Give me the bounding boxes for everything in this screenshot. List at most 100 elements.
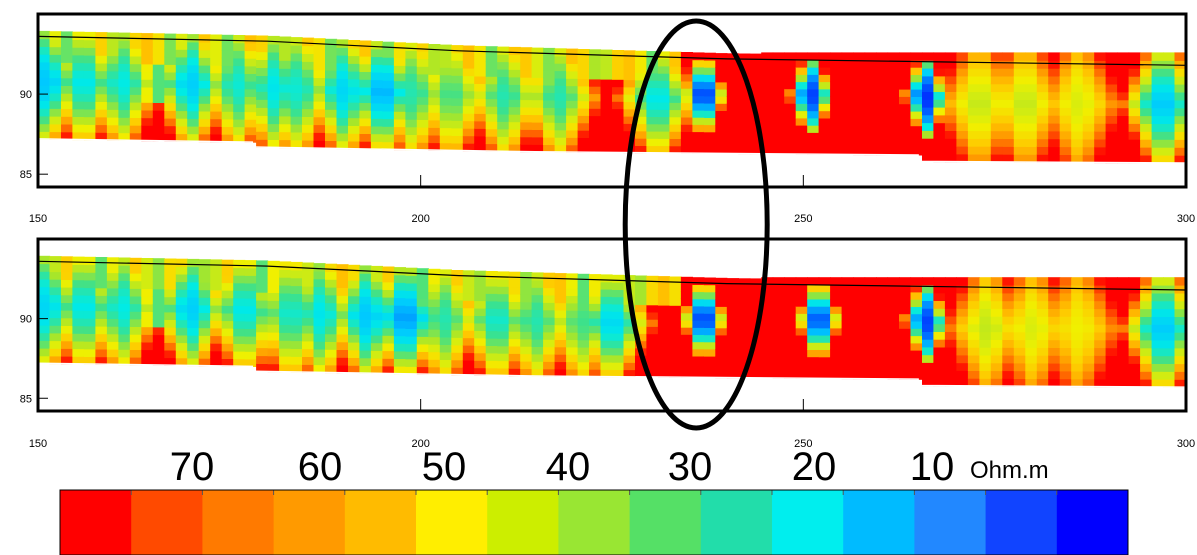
resistivity-cell bbox=[876, 88, 889, 97]
resistivity-cell bbox=[726, 285, 739, 293]
resistivity-cell bbox=[795, 298, 808, 307]
resistivity-cell bbox=[221, 95, 234, 105]
resistivity-cell bbox=[164, 48, 177, 58]
resistivity-cell bbox=[439, 44, 452, 53]
resistivity-cell bbox=[336, 357, 349, 366]
resistivity-cell bbox=[922, 122, 935, 131]
resistivity-cell bbox=[657, 312, 670, 320]
resistivity-cell bbox=[141, 288, 154, 297]
resistivity-cell bbox=[589, 296, 602, 304]
resistivity-cell bbox=[83, 341, 96, 350]
resistivity-cell bbox=[1002, 68, 1015, 77]
resistivity-cell bbox=[72, 310, 85, 319]
resistivity-cell bbox=[244, 282, 257, 292]
resistivity-cell bbox=[1071, 138, 1084, 148]
resistivity-cell bbox=[256, 51, 269, 60]
resistivity-cell bbox=[508, 76, 521, 85]
resistivity-cell bbox=[198, 266, 211, 275]
resistivity-cell bbox=[577, 56, 590, 65]
resistivity-cell bbox=[336, 140, 349, 150]
resistivity-cell bbox=[1025, 138, 1038, 147]
resistivity-cell bbox=[325, 271, 338, 280]
resistivity-cell bbox=[944, 153, 957, 163]
resistivity-cell bbox=[118, 318, 131, 327]
resistivity-cell bbox=[359, 273, 372, 282]
resistivity-cell bbox=[1025, 285, 1038, 294]
resistivity-cell bbox=[657, 369, 670, 378]
resistivity-cell bbox=[129, 79, 142, 88]
resistivity-cell bbox=[106, 40, 119, 49]
resistivity-cell bbox=[990, 68, 1003, 77]
resistivity-cell bbox=[370, 288, 383, 298]
resistivity-cell bbox=[646, 333, 659, 342]
resistivity-cell bbox=[623, 123, 636, 132]
resistivity-cell bbox=[359, 357, 372, 366]
resistivity-cell bbox=[772, 327, 785, 336]
resistivity-cell bbox=[267, 332, 280, 341]
resistivity-cell bbox=[876, 328, 889, 336]
resistivity-cell bbox=[439, 306, 452, 315]
resistivity-cell bbox=[95, 124, 108, 133]
resistivity-cell bbox=[256, 123, 269, 132]
resistivity-cell bbox=[566, 361, 579, 370]
resistivity-cell bbox=[612, 362, 625, 370]
resistivity-cell bbox=[531, 129, 544, 138]
resistivity-cell bbox=[738, 278, 751, 286]
resistivity-cell bbox=[1094, 378, 1107, 388]
resistivity-cell bbox=[244, 267, 257, 276]
resistivity-cell bbox=[531, 84, 544, 93]
resistivity-cell bbox=[428, 104, 441, 113]
resistivity-cell bbox=[1036, 115, 1049, 124]
resistivity-cell bbox=[830, 59, 843, 68]
resistivity-cell bbox=[738, 96, 751, 105]
resistivity-cell bbox=[612, 303, 625, 312]
resistivity-cell bbox=[129, 295, 142, 305]
resistivity-cell bbox=[1105, 363, 1118, 372]
resistivity-cell bbox=[290, 324, 303, 334]
resistivity-cell bbox=[1094, 68, 1107, 77]
resistivity-cell bbox=[1128, 332, 1141, 341]
resistivity-cell bbox=[807, 342, 820, 350]
resistivity-cell bbox=[1117, 154, 1130, 164]
resistivity-cell bbox=[118, 333, 131, 343]
resistivity-cell bbox=[899, 147, 912, 156]
resistivity-cell bbox=[887, 277, 900, 286]
resistivity-cell bbox=[1048, 154, 1061, 163]
resistivity-cell bbox=[508, 323, 521, 332]
resistivity-cell bbox=[807, 298, 820, 307]
resistivity-cell bbox=[1094, 138, 1107, 148]
resistivity-cell bbox=[944, 122, 957, 131]
resistivity-cell bbox=[370, 357, 383, 367]
resistivity-cell bbox=[520, 54, 533, 63]
resistivity-cell bbox=[589, 122, 602, 131]
resistivity-cell bbox=[210, 282, 223, 291]
resistivity-cell bbox=[439, 52, 452, 61]
resistivity-cell bbox=[129, 326, 142, 335]
resistivity-cell bbox=[1117, 123, 1130, 132]
resistivity-cell bbox=[1082, 378, 1095, 388]
resistivity-cell bbox=[864, 349, 877, 358]
resistivity-cell bbox=[853, 342, 866, 351]
resistivity-cell bbox=[657, 276, 670, 284]
resistivity-cell bbox=[600, 137, 613, 146]
resistivity-cell bbox=[290, 52, 303, 62]
resistivity-cell bbox=[600, 123, 613, 131]
resistivity-cell bbox=[1071, 324, 1084, 333]
resistivity-cell bbox=[864, 277, 877, 286]
resistivity-cell bbox=[359, 350, 372, 359]
resistivity-cell bbox=[635, 79, 648, 88]
resistivity-cell bbox=[1174, 115, 1187, 125]
resistivity-cell bbox=[95, 318, 108, 327]
resistivity-cell bbox=[462, 270, 475, 279]
resistivity-cell bbox=[164, 342, 177, 351]
resistivity-cell bbox=[623, 86, 636, 95]
resistivity-cell bbox=[669, 73, 682, 82]
resistivity-cell bbox=[566, 129, 579, 138]
resistivity-cell bbox=[703, 291, 716, 300]
resistivity-cell bbox=[267, 123, 280, 132]
resistivity-cell bbox=[703, 277, 716, 286]
resistivity-cell bbox=[1163, 84, 1176, 93]
resistivity-cell bbox=[543, 62, 556, 71]
resistivity-cell bbox=[922, 354, 935, 363]
resistivity-cell bbox=[187, 258, 200, 268]
